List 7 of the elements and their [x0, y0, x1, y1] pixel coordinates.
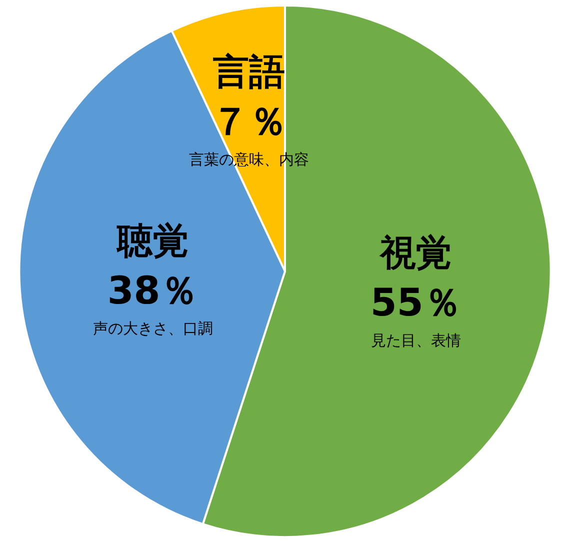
text: 声の大きさ、口調	[92, 319, 213, 338]
data-label: 38％	[107, 268, 198, 312]
data-label: 55％	[370, 280, 462, 325]
slice-label: 聴覚	[116, 220, 189, 262]
text: 見た目、表情	[370, 332, 461, 350]
slice-label: 視覚	[378, 233, 452, 274]
data-label: ７％	[211, 100, 288, 144]
